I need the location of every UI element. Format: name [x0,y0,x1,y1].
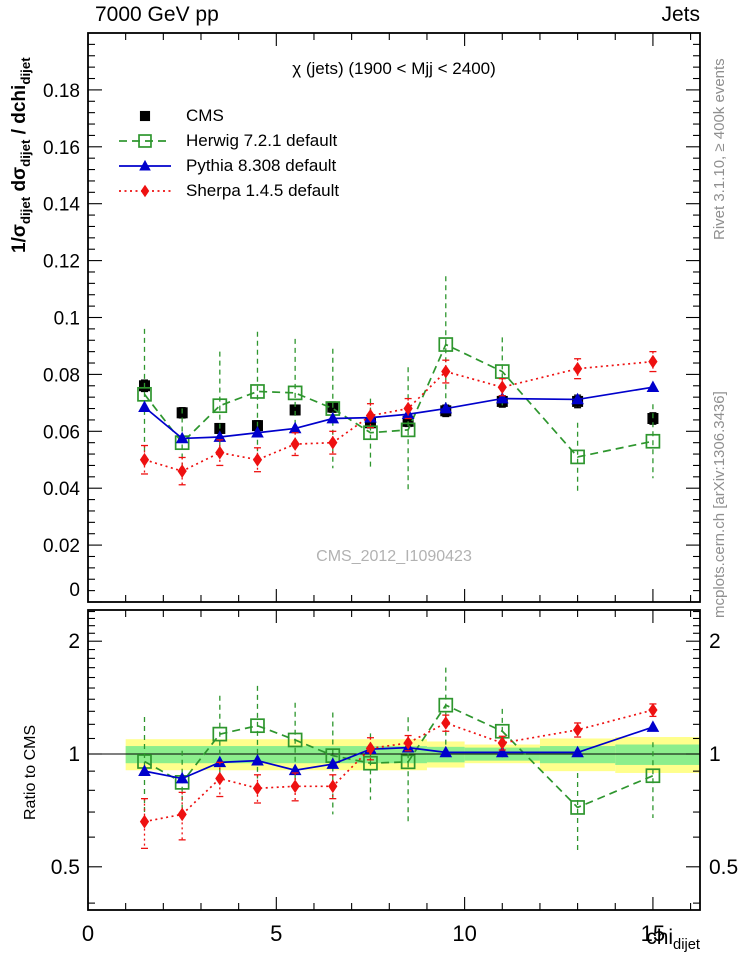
svg-text:0.08: 0.08 [43,365,80,386]
plot-title: χ (jets) (1900 < Mjj < 2400) [292,59,496,78]
svg-text:15: 15 [641,921,665,946]
svg-text:0.18: 0.18 [43,81,80,102]
svg-text:2: 2 [709,630,721,653]
svg-text:10: 10 [452,921,476,946]
y-axis-title-ratio: Ratio to CMS [22,724,39,820]
x-axis-title: chidijet [646,926,700,954]
legend-item-cms: CMS [116,103,339,128]
cms-marker-icon [139,110,151,121]
legend-label: CMS [186,105,224,125]
svg-text:0.1: 0.1 [54,309,80,330]
process-label: Jets [661,3,700,26]
svg-text:0.14: 0.14 [43,195,80,216]
svg-text:0.02: 0.02 [43,536,80,557]
legend-label: Herwig 7.2.1 default [186,130,338,150]
svg-text:0.16: 0.16 [43,138,80,159]
axis-tick-labels: 00.020.040.060.080.10.120.140.160.180 5 10… [43,81,738,946]
pythia-marker-icon [119,159,171,170]
series-cms-main [138,379,659,434]
svg-text:0.06: 0.06 [43,422,80,443]
svg-text:1: 1 [709,743,721,766]
mcplots-reference-caption: mcplots.cern.ch [arXiv:1306.3436] [711,391,728,618]
y-axis-title-main: 1/σdijet dσdijet / dchidijet [9,57,33,253]
svg-text:5: 5 [270,921,282,946]
legend-item-herwig: Herwig 7.2.1 default [116,128,339,153]
legend-label: Pythia 8.308 default [186,155,337,175]
beam-energy-label: 7000 GeV pp [95,3,219,26]
svg-text:0.5: 0.5 [51,856,80,879]
legend-item-sherpa: Sherpa 1.4.5 default [116,178,339,203]
axis-ticks [87,33,700,910]
svg-text:2: 2 [68,630,80,653]
legend: CMS Herwig 7.2.1 default Pythia 8.308 de… [116,103,339,203]
sherpa-marker-icon [119,184,171,197]
series-sherpa-main [139,350,658,486]
herwig-marker-icon [119,133,171,148]
svg-text:0.5: 0.5 [709,856,738,879]
svg-text:0: 0 [82,921,94,946]
watermark: CMS_2012_I1090423 [316,548,472,565]
svg-text:0.12: 0.12 [43,252,80,273]
svg-text:0.04: 0.04 [43,479,80,500]
series-herwig-main [137,276,661,493]
rivet-version-caption: Rivet 3.1.10, ≥ 400k events [711,58,728,240]
svg-text:0: 0 [69,580,80,601]
cms-uncertainty-bands [125,737,700,773]
legend-label: Sherpa 1.4.5 default [186,180,340,200]
series-sherpa-ratio [139,703,658,850]
svg-text:1: 1 [68,743,80,766]
legend-item-pythia: Pythia 8.308 default [116,153,339,178]
